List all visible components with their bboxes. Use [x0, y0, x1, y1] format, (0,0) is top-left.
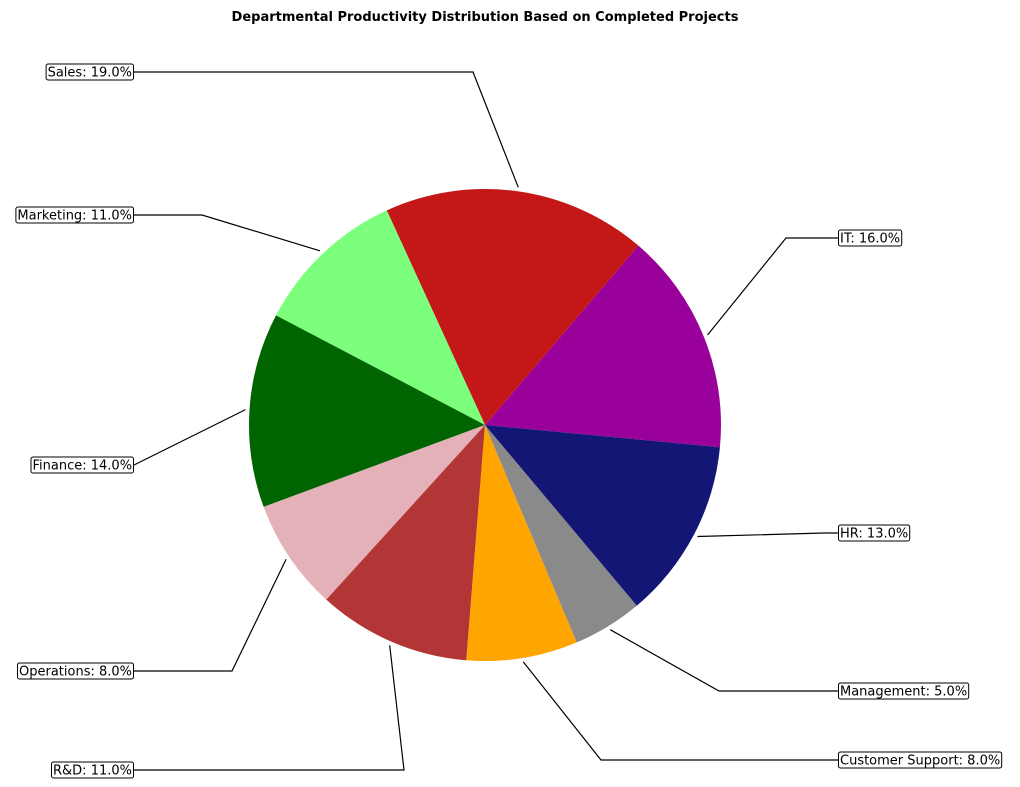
leader-line-finance: [133, 409, 246, 466]
slice-label-box: [15, 206, 134, 224]
slice-label-box: [838, 682, 970, 700]
leader-line-management: [609, 629, 838, 692]
pie-slice-randd: [326, 425, 485, 661]
slice-label-text: IT: 16.0%: [840, 232, 900, 247]
leader-line-it: [707, 237, 838, 336]
slice-label-text: R&D: 11.0%: [53, 764, 132, 779]
pie-slice-it: [485, 245, 721, 448]
slice-label-randd: R&D: 11.0%: [51, 761, 134, 779]
slice-label-customer-support: Customer Support: 8.0%: [838, 751, 1003, 769]
slice-label-box: [30, 456, 134, 474]
slice-label-text: Sales: 19.0%: [48, 66, 132, 81]
slice-label-hr: HR: 13.0%: [838, 524, 911, 542]
leader-line-marketing: [134, 214, 321, 252]
leader-line-sales: [134, 71, 519, 188]
slice-label-text: Management: 5.0%: [840, 685, 967, 700]
slice-label-text: Marketing: 11.0%: [17, 209, 132, 224]
pie-slice-management: [485, 425, 637, 643]
slice-label-box: [17, 662, 134, 680]
pie-slice-marketing: [276, 210, 485, 425]
leader-line-customer-support: [522, 661, 838, 761]
slice-label-box: [838, 751, 1003, 769]
slice-label-box: [838, 229, 903, 247]
leader-line-hr: [697, 532, 838, 538]
slice-label-finance: Finance: 14.0%: [30, 456, 134, 474]
slice-label-management: Management: 5.0%: [838, 682, 970, 700]
slices-layer: [249, 189, 721, 662]
slice-label-marketing: Marketing: 11.0%: [15, 206, 134, 224]
leader-line-operations: [134, 559, 287, 672]
chart-title: Departmental Productivity Distribution B…: [232, 10, 739, 25]
slice-label-box: [51, 761, 134, 779]
pie-slice-customer-support: [466, 425, 577, 662]
labels-layer: IT: 16.0% Sales: 19.0% Marketing: 11.0% Fin…: [15, 63, 1003, 779]
pie-slice-operations: [263, 425, 485, 600]
pie-slice-sales: [386, 189, 639, 425]
leader-line-randd: [134, 645, 405, 771]
slice-label-text: HR: 13.0%: [840, 527, 908, 542]
pie-slice-hr: [485, 425, 720, 606]
slice-label-text: Finance: 14.0%: [33, 459, 133, 474]
slice-label-text: Operations: 8.0%: [19, 665, 132, 680]
slice-label-operations: Operations: 8.0%: [17, 662, 134, 680]
slice-label-it: IT: 16.0%: [838, 229, 903, 247]
slice-label-box: [45, 63, 134, 81]
slice-label-box: [838, 524, 911, 542]
pie-slice-finance: [249, 315, 485, 507]
slice-label-text: Customer Support: 8.0%: [840, 754, 1000, 769]
slice-label-sales: Sales: 19.0%: [45, 63, 134, 81]
